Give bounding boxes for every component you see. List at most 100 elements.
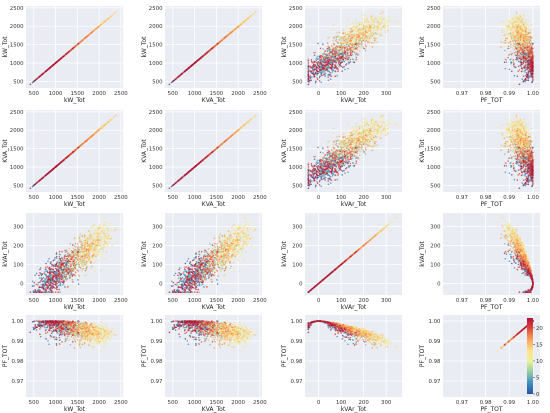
x-axis-label: kW_Tot	[64, 97, 86, 104]
scatter-point	[355, 53, 357, 56]
scatter-point	[515, 44, 518, 47]
scatter-point	[324, 50, 326, 52]
scatter-point	[186, 68, 188, 71]
scatter-point	[87, 34, 90, 36]
scatter-point	[385, 21, 387, 24]
scatter-point	[77, 43, 80, 45]
x-tick-label: 0.99	[503, 91, 516, 97]
scatter-point	[356, 28, 358, 31]
scatter-point	[374, 32, 377, 34]
x-tick-label: 500	[168, 91, 179, 97]
scatter-point	[335, 49, 338, 52]
scatter-point	[336, 67, 339, 69]
scatter-point	[322, 68, 324, 70]
scatter-point	[342, 58, 344, 60]
scatter-point	[247, 17, 249, 19]
scatter-point	[341, 36, 344, 38]
scatter-point	[322, 57, 325, 59]
scatter-point	[358, 39, 361, 41]
scatter-point	[66, 52, 69, 54]
scatter-point	[331, 53, 334, 55]
x-tick-label: 2000	[92, 91, 106, 97]
scatter-point	[315, 67, 318, 69]
scatter-point	[353, 61, 356, 63]
scatter-point	[41, 73, 43, 76]
scatter-point	[374, 39, 376, 42]
scatter-point	[67, 51, 70, 53]
scatter-point	[335, 38, 338, 40]
scatter-point	[357, 28, 360, 31]
scatter-point	[342, 32, 344, 34]
scatter-point	[350, 30, 353, 32]
scatter-point	[311, 72, 314, 75]
scatter-point	[510, 62, 512, 65]
scatter-point	[345, 42, 347, 44]
scatter-point	[353, 45, 356, 48]
scatter-point	[369, 21, 372, 23]
scatter-point	[371, 35, 374, 37]
scatter-point	[29, 83, 32, 86]
scatter-point	[335, 45, 338, 47]
scatter-point	[363, 39, 366, 41]
x-tick-label: 0	[317, 91, 321, 97]
scatter-point	[352, 37, 354, 40]
scatter-point	[361, 30, 364, 32]
scatter-point	[373, 33, 376, 35]
scatter-point	[177, 76, 180, 78]
scatter-point	[344, 36, 346, 38]
scatter-point	[341, 49, 344, 52]
scatter-point	[339, 45, 341, 47]
scatter-point	[347, 67, 349, 70]
scatter-point	[326, 70, 329, 72]
scatter-point	[332, 55, 334, 57]
scatter-point	[344, 32, 346, 34]
scatter-point	[356, 34, 359, 36]
scatter-point	[357, 25, 360, 27]
scatter-point	[375, 17, 377, 19]
scatter-point	[353, 33, 356, 35]
scatter-point	[345, 33, 347, 36]
scatter-point	[364, 24, 367, 27]
scatter-point	[377, 21, 380, 24]
scatter-point	[509, 39, 511, 41]
scatter-point	[382, 25, 385, 27]
x-axis-label: kVAr_Tot	[341, 97, 367, 104]
scatter-point	[212, 47, 214, 49]
scatter-point	[334, 46, 337, 49]
scatter-point	[524, 81, 527, 83]
scatter-point	[371, 28, 373, 30]
scatter-point	[355, 38, 358, 40]
scatter-point	[372, 19, 375, 21]
scatter-point	[363, 33, 366, 36]
scatter-point	[341, 55, 344, 58]
scatter-point	[348, 35, 350, 38]
scatter-point	[51, 64, 54, 67]
y-tick-label: 500	[13, 79, 24, 85]
scatter-point	[349, 50, 352, 52]
scatter-point	[328, 58, 331, 61]
scatter-point	[357, 45, 360, 48]
y-tick-label: 2500	[149, 6, 163, 12]
scatter-points	[307, 11, 401, 86]
scatter-points	[496, 11, 534, 86]
scatter-point	[98, 25, 101, 27]
scatter-point	[204, 53, 207, 55]
scatter-point	[327, 36, 330, 38]
scatter-point	[363, 36, 365, 38]
scatter-point	[375, 20, 377, 22]
scatter-point	[367, 21, 370, 23]
scatter-point	[359, 47, 361, 49]
scatter-point	[333, 52, 335, 55]
scatter-point	[333, 60, 336, 62]
scatter-point	[520, 60, 522, 62]
scatter-points	[168, 11, 257, 86]
scatter-point	[332, 67, 334, 69]
scatter-point	[363, 21, 365, 23]
scatter-point	[313, 76, 315, 78]
scatter-point	[315, 62, 318, 64]
scatter-point	[382, 15, 385, 17]
scatter-point	[336, 52, 338, 54]
x-axis-label: KVA_Tot	[202, 97, 226, 104]
scatter-point	[205, 52, 208, 54]
scatter-point	[38, 76, 40, 78]
